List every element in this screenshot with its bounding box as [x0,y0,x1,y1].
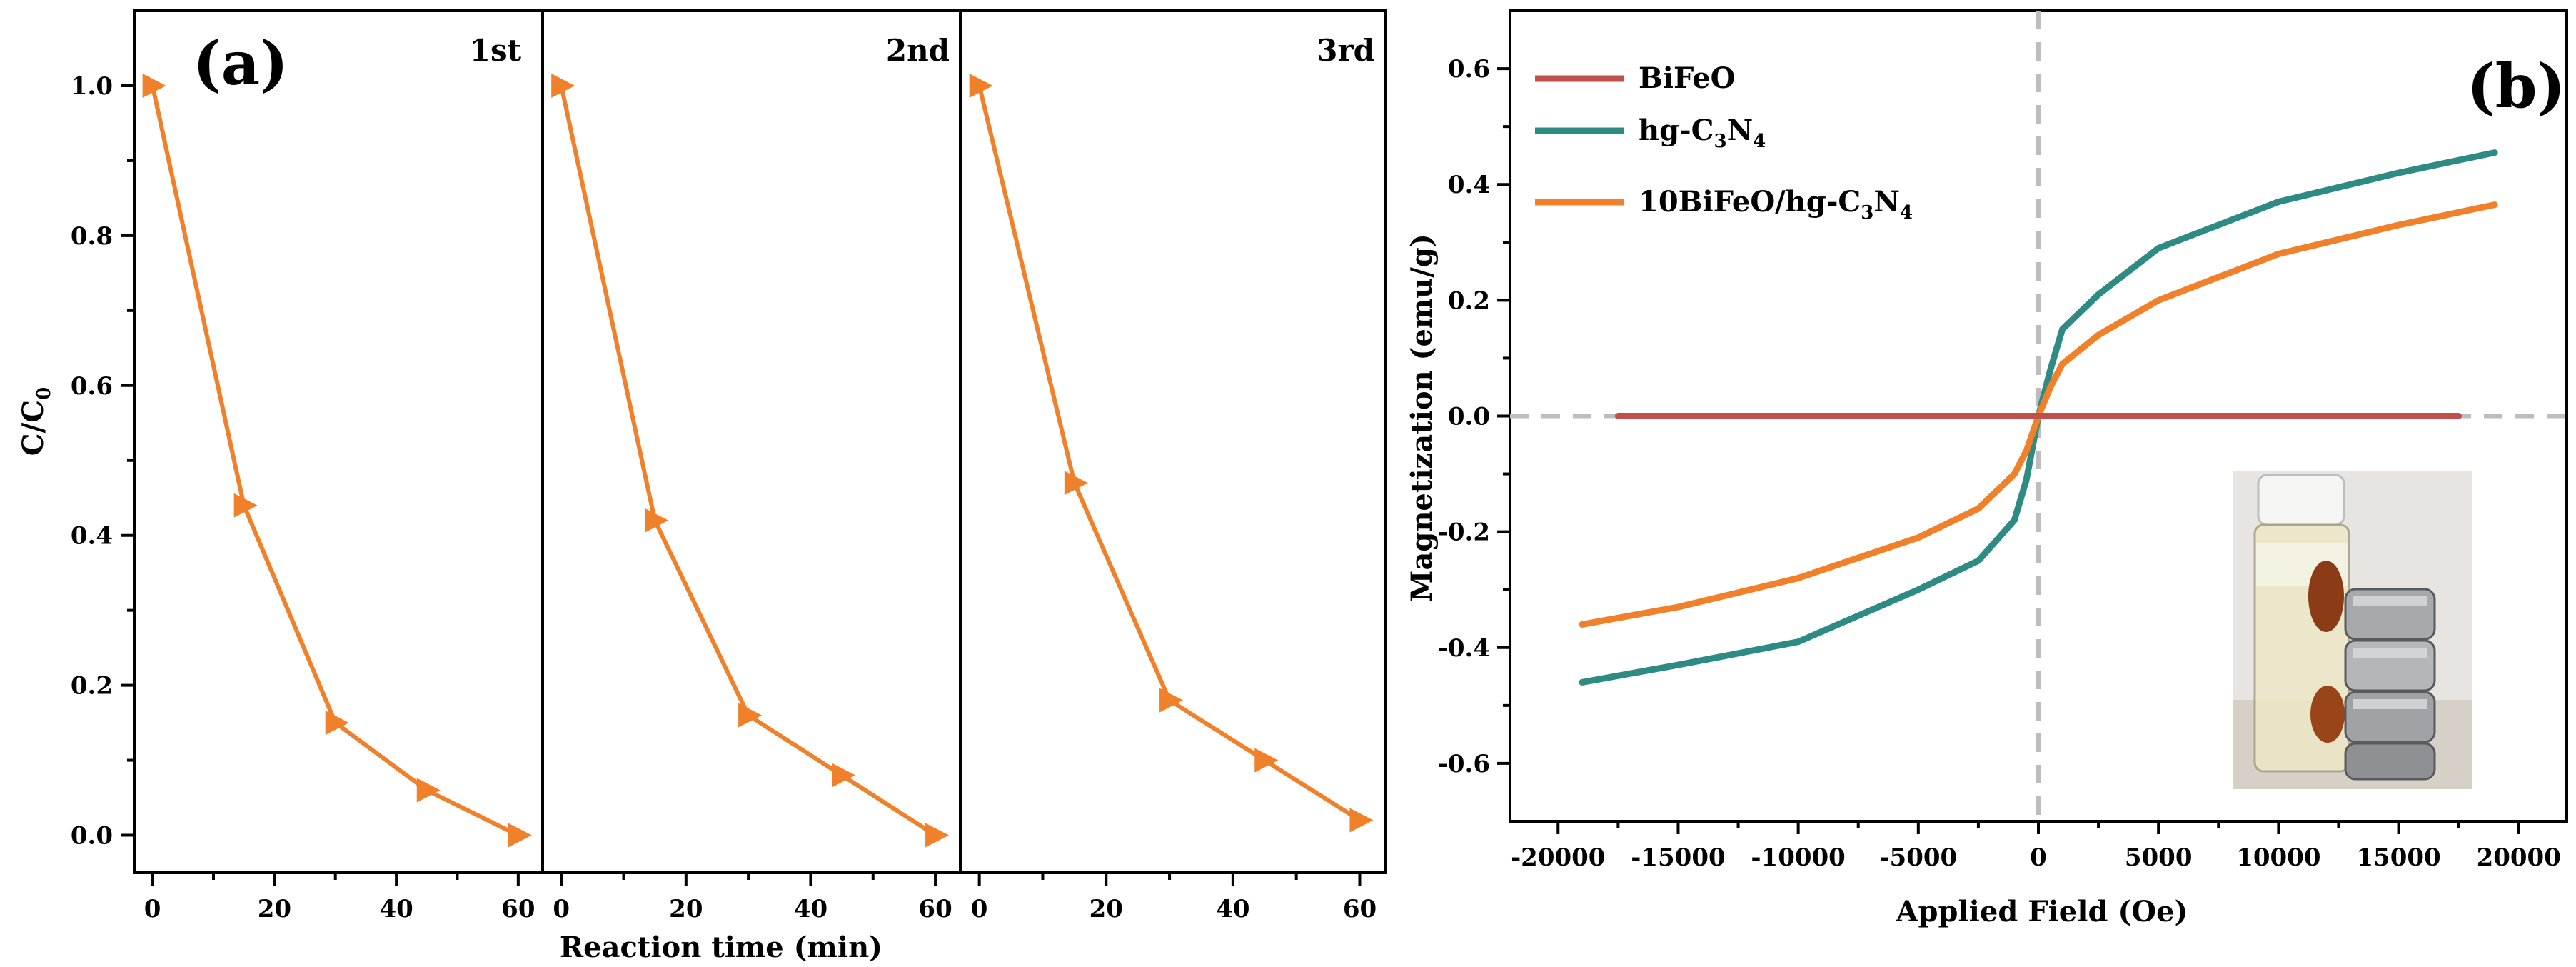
y-tick-label: -0.4 [1438,634,1490,663]
y-tick-label: 0.6 [71,372,113,401]
panel-a-y-title-sub: 0 [34,387,55,400]
data-point-2nd-3 [832,763,856,788]
x-tick-label: 20 [1090,895,1123,923]
x-tick-label: 40 [794,895,827,923]
x-tick-label: 60 [1343,895,1377,923]
y-tick-label: 0.0 [1448,403,1490,431]
panel-b-series [1579,149,2498,686]
y-tick-label: 0.8 [71,222,113,251]
data-point-3rd-4 [1349,808,1374,833]
data-point-1st-1 [233,493,258,518]
data-point-1st-4 [508,823,532,848]
series-line-2nd [559,85,937,838]
cycle-label-3rd: 3rd [1317,33,1374,68]
panel-a-reaction-kinetics: 0 20 40 60 0 20 40 60 0 20 40 600.00.20.40.60.81.0 … [16,9,1387,964]
y-tick-label: -0.2 [1438,518,1490,547]
x-tick-label: 0 [553,895,570,923]
data-point-2nd-0 [551,73,575,98]
panel-a-y-axis-title: C/C0 [16,387,55,456]
y-tick-label: 0.0 [71,822,113,851]
x-tick-label: 20 [669,895,703,923]
panel-a-frame-3 [959,9,1387,874]
y-tick-label: 0.6 [1448,55,1490,84]
data-point-3rd-3 [1254,748,1279,773]
svg-text:C/C0: C/C0 [16,387,55,456]
panel-a-frame-2 [541,9,962,874]
x-tick-label: 0 [2030,843,2047,872]
data-point-2nd-4 [925,823,950,848]
data-point-2nd-1 [645,508,669,533]
data-point-2nd-2 [738,703,763,728]
y-tick-label: 1.0 [71,72,113,101]
panel-a-series [142,73,1374,848]
x-tick-label: 40 [1216,895,1249,923]
panel-b-legend: BiFeO hg-C3N4 10BiFeO/hg-C3N4 [1535,61,1913,224]
panel-b-magnetization: -20000 -15000 -10000 -5000 0 5000 10000 15000 20… [1405,9,2568,928]
panel-a-x-axis-title: Reaction time (min) [560,931,882,964]
inset-photo [2233,471,2472,789]
y-tick-label: 0.2 [1448,286,1490,315]
y-tick-label: 0.2 [71,672,113,701]
data-point-3rd-2 [1159,688,1184,713]
legend-label-hg-c3n4: hg-C3N4 [1639,114,1766,152]
x-tick-label: 15000 [2356,843,2440,872]
x-tick-label: 0 [971,895,988,923]
x-tick-label: -20000 [1511,843,1605,872]
panel-b-label: (b) [2467,51,2565,121]
panel-a-frame-1 [133,9,544,874]
x-tick-label: 20000 [2477,843,2561,872]
x-tick-label: 60 [501,895,535,923]
panel-a-axes: 0 20 40 60 0 20 40 60 0 20 40 60 0.0 0.2 0.4 0.6 0.8 1.0 [71,9,1387,923]
data-point-3rd-0 [969,73,993,98]
data-point-1st-0 [142,73,166,98]
x-tick-label: 10000 [2236,843,2320,872]
y-tick-label: -0.6 [1438,750,1490,778]
legend-label-10bifeo-hg-c3n4: 10BiFeO/hg-C3N4 [1639,185,1913,224]
panel-b-y-axis-title-group: Magnetization (emu/g) [1405,234,1439,602]
x-tick-label: 40 [379,895,413,923]
x-tick-label: 60 [918,895,952,923]
x-tick-label: 20 [258,895,291,923]
data-point-3rd-1 [1064,471,1088,496]
x-tick-label: -5000 [1879,843,1957,872]
x-tick-label: 0 [144,895,161,923]
panel-a-label: (a) [193,28,288,99]
cycle-label-2nd: 2nd [886,33,950,68]
data-point-1st-2 [325,711,349,736]
y-tick-label: 0.4 [1448,171,1490,199]
data-point-1st-3 [416,778,441,803]
panel-b-y-axis-title: Magnetization (emu/g) [1405,234,1439,602]
panel-b-x-axis-title: Applied Field (Oe) [1896,895,2188,928]
legend-label-bifeo: BiFeO [1639,61,1736,95]
cycle-label-1st: 1st [470,33,522,68]
series-line-3rd [977,85,1362,823]
y-tick-label: 0.4 [71,522,113,551]
x-tick-label: -15000 [1631,843,1725,872]
panel-a-y-title-main: C/C [16,400,50,456]
x-tick-label: 5000 [2125,843,2193,872]
x-tick-label: -10000 [1751,843,1845,872]
